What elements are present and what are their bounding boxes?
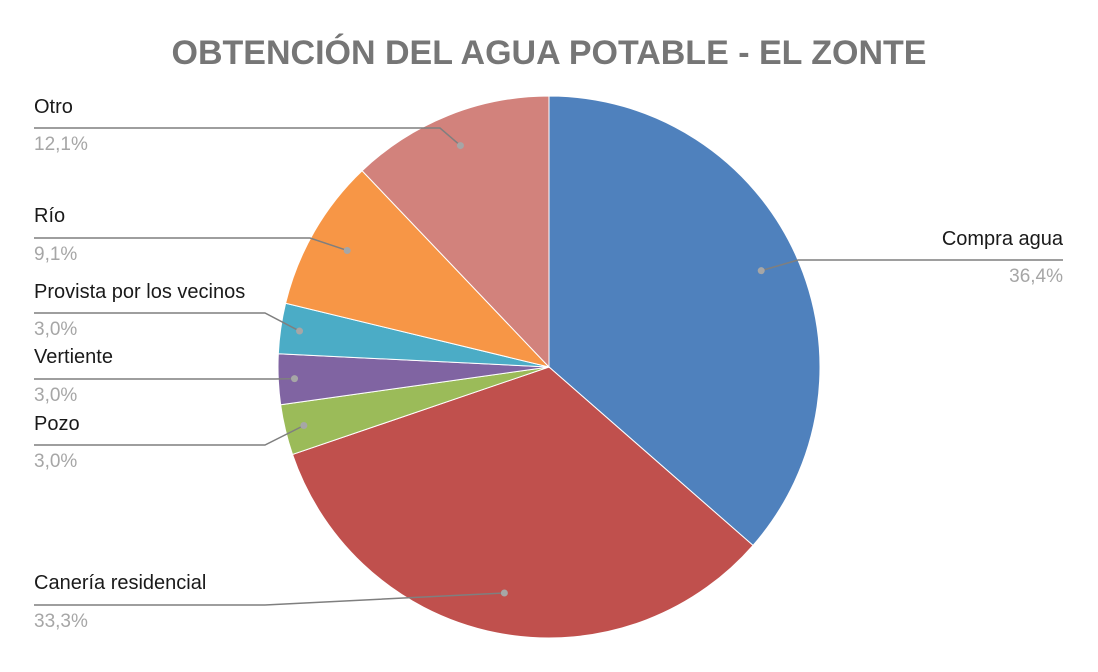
slice-value-compra-agua: 36,4% [1009,266,1063,287]
pie-slice-caneria-residencial [291,366,754,639]
leader-line-provista-por-los-vecinos [34,312,300,332]
slice-value-provista-por-los-vecinos: 3,0% [34,319,77,340]
leader-dot-vertiente [291,375,299,383]
slice-label-rio: Río [34,205,65,227]
leader-line-caneria-residencial [34,592,505,606]
leader-line-compra-agua [761,259,1063,272]
slice-label-pozo: Pozo [34,413,80,435]
leader-line-rio [34,237,348,252]
pie-slice-otro [361,95,550,369]
leader-dot-provista-por-los-vecinos [296,327,304,335]
slice-value-vertiente: 3,0% [34,385,77,406]
slice-label-vertiente: Vertiente [34,346,113,368]
leader-dot-compra-agua [757,267,765,275]
leader-dot-pozo [300,422,308,430]
slice-label-provista-por-los-vecinos: Provista por los vecinos [34,281,245,303]
leader-line-otro [34,127,461,147]
pie-slice-rio [284,170,551,368]
slice-value-rio: 9,1% [34,244,77,265]
slice-label-compra-agua: Compra agua [942,228,1064,250]
slice-value-pozo: 3,0% [34,451,77,472]
leader-dot-caneria-residencial [500,589,508,597]
leader-line-pozo [34,424,305,446]
pie-slice-compra-agua [548,95,821,547]
slice-label-caneria-residencial: Canería residencial [34,572,206,594]
slice-label-otro: Otro [34,96,73,118]
leader-dot-otro [456,142,464,150]
leader-dot-rio [343,246,351,254]
slice-value-caneria-residencial: 33,3% [34,611,88,632]
chart-title: OBTENCIÓN DEL AGUA POTABLE - EL ZONTE [172,34,927,72]
slice-value-otro: 12,1% [34,134,88,155]
